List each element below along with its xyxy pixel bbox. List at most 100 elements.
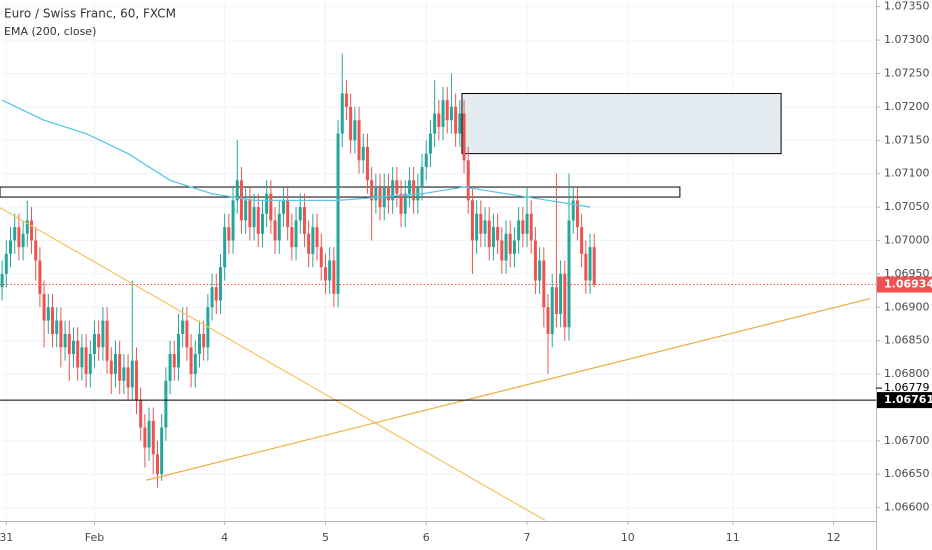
candle-body bbox=[542, 260, 546, 308]
chart-title: Euro / Swiss Franc, 60, FXCM bbox=[4, 7, 176, 21]
candle-body bbox=[256, 207, 260, 234]
y-tick-label: 1.07050 bbox=[884, 200, 930, 213]
candle-body bbox=[500, 240, 504, 261]
candle-body bbox=[50, 307, 54, 334]
candle-body bbox=[567, 220, 571, 328]
candle-body bbox=[235, 180, 239, 201]
zone bbox=[461, 93, 782, 155]
candle-body bbox=[269, 193, 273, 221]
y-tick-label: 1.07000 bbox=[884, 233, 930, 246]
candle-body bbox=[139, 400, 143, 428]
x-tick-label: 31 bbox=[0, 531, 13, 544]
candle-body bbox=[84, 347, 88, 375]
y-tick-label: 1.07150 bbox=[884, 133, 930, 146]
candle-body bbox=[525, 213, 529, 234]
candle-body bbox=[575, 200, 579, 228]
candle-body bbox=[470, 200, 474, 241]
candle-body bbox=[395, 180, 399, 194]
candle-body bbox=[571, 200, 575, 221]
candle-body bbox=[101, 320, 105, 348]
price-label: 1.06779 bbox=[884, 381, 930, 394]
candle-body bbox=[160, 427, 164, 475]
y-tick-label: 1.06700 bbox=[884, 434, 930, 447]
candle-body bbox=[92, 333, 96, 355]
y-tick-label: 1.07300 bbox=[884, 33, 930, 46]
candle-body bbox=[97, 333, 101, 348]
candle-body bbox=[134, 360, 138, 401]
candle-body bbox=[584, 253, 588, 281]
candle-body bbox=[538, 260, 542, 281]
candle-body bbox=[239, 180, 243, 221]
indicator-legend: EMA (200, close) bbox=[4, 25, 96, 38]
x-tick-label: 7 bbox=[524, 531, 531, 544]
x-tick-label: 10 bbox=[621, 531, 635, 544]
candle-body bbox=[529, 213, 533, 241]
candle-body bbox=[550, 287, 554, 334]
candle-body bbox=[580, 227, 584, 254]
candle-body bbox=[185, 320, 189, 348]
candle-body bbox=[420, 166, 424, 188]
candle-body bbox=[508, 233, 512, 254]
candle-body bbox=[59, 320, 63, 348]
candle-body bbox=[391, 180, 395, 201]
candle-body bbox=[374, 187, 378, 201]
candle-body bbox=[189, 347, 193, 375]
candle-body bbox=[273, 220, 277, 241]
candle-body bbox=[533, 240, 537, 281]
candle-body bbox=[277, 213, 281, 241]
candle-body bbox=[223, 227, 227, 268]
candle-body bbox=[592, 247, 596, 285]
candle-body bbox=[155, 454, 159, 475]
y-tick-label: 1.06650 bbox=[884, 467, 930, 480]
candle-body bbox=[386, 187, 390, 201]
candle-body bbox=[0, 273, 4, 288]
candle-body bbox=[202, 333, 206, 348]
candle-body bbox=[412, 180, 416, 201]
candle-body bbox=[38, 260, 42, 294]
x-tick-label: 4 bbox=[221, 531, 228, 544]
candle-body bbox=[323, 267, 327, 281]
candle-body bbox=[307, 233, 311, 254]
y-tick-label: 1.07350 bbox=[884, 0, 930, 13]
candle-body bbox=[437, 113, 441, 127]
candle-body bbox=[328, 260, 332, 281]
x-tick-label: 5 bbox=[322, 531, 329, 544]
candle-body bbox=[63, 333, 67, 348]
y-tick-label: 1.06850 bbox=[884, 334, 930, 347]
candle-body bbox=[143, 427, 147, 448]
candle-body bbox=[466, 160, 470, 201]
candle-body bbox=[231, 200, 235, 241]
candle-body bbox=[332, 260, 336, 294]
candle-body bbox=[130, 360, 134, 388]
candle-body bbox=[34, 240, 38, 261]
candle-body bbox=[147, 420, 151, 448]
candle-body bbox=[105, 320, 109, 361]
candle-body bbox=[428, 133, 432, 154]
x-tick-label: 6 bbox=[423, 531, 430, 544]
candle-body bbox=[55, 320, 59, 334]
candle-body bbox=[126, 367, 130, 388]
candle-body bbox=[298, 207, 302, 221]
y-tick-label: 1.07200 bbox=[884, 100, 930, 113]
zone bbox=[0, 186, 681, 198]
candle-body bbox=[496, 227, 500, 241]
candle-body bbox=[76, 340, 80, 368]
candle-body bbox=[588, 247, 592, 281]
candle-body bbox=[122, 367, 126, 381]
plot-area bbox=[0, 53, 876, 521]
price-label: 1.06761 bbox=[884, 393, 932, 406]
ema-line bbox=[1, 99, 591, 208]
candle-body bbox=[399, 193, 403, 214]
trend-line bbox=[145, 297, 871, 481]
candle-body bbox=[445, 100, 449, 121]
candle-body bbox=[176, 333, 180, 368]
candle-body bbox=[13, 227, 17, 241]
candle-body bbox=[370, 180, 374, 201]
candle-body bbox=[294, 220, 298, 248]
candle-body bbox=[42, 293, 46, 321]
candle-body bbox=[109, 360, 113, 375]
candle-body bbox=[353, 120, 357, 141]
